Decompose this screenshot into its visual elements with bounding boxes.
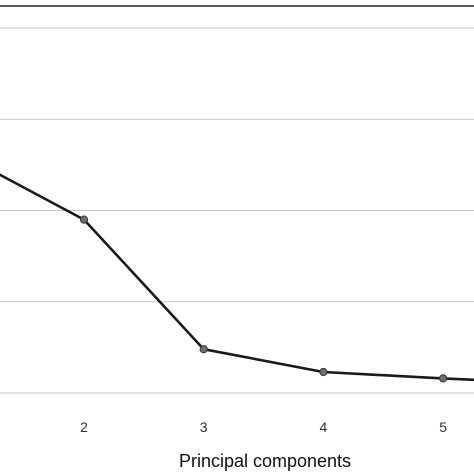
x-tick-label-5: 5 (439, 419, 447, 435)
x-axis-ticks: 2 3 4 5 (80, 419, 447, 435)
gridlines (0, 27, 474, 394)
x-tick-label-4: 4 (320, 419, 328, 435)
series-line-0 (0, 173, 474, 382)
data-point-5 (439, 374, 448, 383)
series-layer (0, 173, 474, 383)
x-tick-label-2: 2 (80, 419, 88, 435)
x-axis-title: Principal components (179, 451, 351, 471)
data-point-4 (319, 367, 328, 377)
x-tick-label-3: 3 (200, 419, 208, 435)
data-point-2 (79, 215, 89, 224)
data-point-3 (199, 345, 208, 354)
